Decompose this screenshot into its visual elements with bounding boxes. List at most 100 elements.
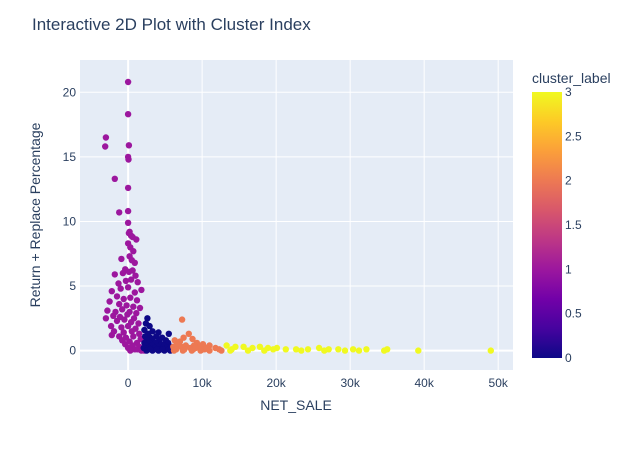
scatter-point [120,329,127,336]
scatter-point [125,142,133,149]
scatter-point [133,297,141,304]
scatter-point [102,143,109,150]
scatter-point [363,346,370,353]
scatter-point [134,279,141,286]
y-tick-label: 15 [63,150,77,164]
scatter-point [110,312,117,319]
scatter-point [304,346,312,353]
x-tick-label: 20k [266,376,286,390]
x-tick-label: 40k [414,376,434,390]
x-tick-label: 0 [125,376,132,390]
scatter-point [223,342,230,349]
scatter-point [131,289,138,296]
scatter-point [240,343,247,350]
scatter-point [124,322,132,330]
y-tick-label: 5 [69,279,76,293]
scatter-point [121,316,128,323]
scatter-point [136,304,144,312]
scatter-point [120,295,127,303]
scatter-point [124,184,132,192]
scatter-point [111,271,119,278]
scatter-point [130,248,137,255]
scatter-point [134,346,141,353]
y-axis-title: Return + Replace Percentage [27,122,43,307]
scatter-point [355,347,363,354]
x-tick-label: 30k [340,376,360,390]
scatter-point [335,346,342,353]
scatter-point [128,328,135,335]
scatter-point [136,330,143,337]
scatter-point [321,347,328,354]
scatter-point [349,346,357,353]
scatter-point [133,310,140,317]
scatter-point [144,315,151,322]
scatter-point [127,347,134,354]
scatter-point [132,272,139,279]
scatter-point [165,330,172,337]
scatter-point [189,335,196,343]
scatter-point [124,219,132,226]
scatter-point [125,156,132,163]
scatter-point [153,346,161,353]
scatter-point [118,324,125,331]
y-axis-ticks: 0 5 10 15 20 [63,85,77,357]
colorbar-title: cluster_label [532,70,611,86]
colorbar-tick-label: 0 [565,351,572,365]
scatter-point [115,280,122,287]
colorbar [532,92,562,358]
scatter-point [298,347,305,354]
colorbar-tick-label: 1.5 [565,218,582,232]
scatter-point [178,316,186,323]
scatter-point [179,347,187,354]
scatter-points [102,78,494,354]
scatter-point [487,347,494,354]
x-axis-title: NET_SALE [260,397,332,413]
scatter-point [107,322,115,330]
scatter-point [227,347,234,354]
scatter-point [384,346,391,353]
scatter-point [341,347,349,354]
scatter-point [203,344,210,352]
scatter-point [159,346,167,353]
scatter-point [119,269,127,277]
scatter-point [124,311,131,318]
y-tick-label: 20 [63,85,77,99]
scatter-point [192,344,199,352]
scatter-point [292,346,300,353]
y-tick-label: 0 [69,344,76,358]
scatter-point [130,303,137,310]
scatter-point [104,307,111,314]
scatter-point [106,298,113,305]
scatter-point [256,343,264,350]
x-tick-label: 10k [192,376,212,390]
plot-area [80,60,513,370]
x-tick-label: 50k [489,376,509,390]
scatter-point [116,300,123,308]
scatter-point [119,306,126,313]
colorbar-tick-label: 2 [565,174,572,188]
scatter-point [124,78,132,86]
scatter-point [116,209,123,216]
scatter-point [127,276,135,283]
scatter-point [131,259,138,266]
scatter-point [170,347,178,354]
colorbar-tick-label: 1 [565,262,572,276]
scatter-point [113,293,121,300]
scatter-point [113,317,121,325]
y-tick-label: 10 [63,214,77,228]
scatter-point [124,284,132,291]
colorbar-tick-label: 0.5 [565,307,582,321]
scatter-point [133,236,140,243]
scatter-point [124,207,132,215]
scatter-point [147,346,154,353]
scatter-point [261,347,268,354]
scatter-point [138,286,145,294]
scatter-point [135,320,142,327]
scatter-point [415,347,422,354]
scatter-point [117,285,124,292]
scatter-point [108,331,116,339]
scatter-point [244,347,252,354]
scatter-point [118,255,125,263]
scatter-point [102,134,110,141]
